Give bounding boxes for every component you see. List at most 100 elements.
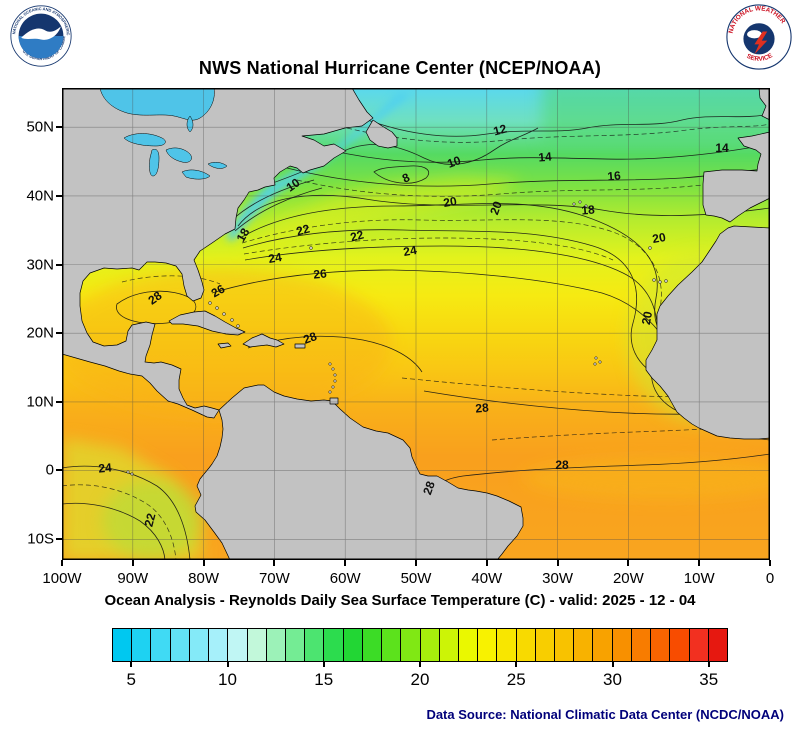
isotherm-10 — [219, 127, 539, 204]
colorbar-cell — [132, 629, 152, 661]
map-frame — [62, 88, 770, 560]
colorbar-cell — [420, 629, 440, 661]
isotherm-24-pacific — [62, 465, 191, 560]
colorbar-tick-label: 10 — [218, 670, 237, 689]
isotherm-14 — [311, 143, 770, 163]
colorbar-cell — [689, 629, 709, 661]
colorbar-cell — [555, 629, 575, 661]
cold-coastal-water — [227, 93, 412, 240]
lat-tick — [56, 400, 62, 403]
lat-tick-label: 40N — [26, 187, 54, 205]
lat-tick — [56, 469, 62, 472]
sst-map-canvas — [62, 88, 770, 560]
land-jamaica — [217, 342, 232, 349]
land-africa — [645, 225, 770, 440]
lake-superior — [123, 133, 166, 147]
colorbar-cell — [535, 629, 556, 661]
lat-tick — [56, 263, 62, 266]
lat-tick-label: 20N — [26, 324, 54, 342]
lake-ontario — [207, 162, 228, 169]
lat-tick — [56, 332, 62, 335]
lat-tick — [56, 126, 62, 129]
colorbar-cell — [708, 629, 727, 661]
northeast-green-band — [542, 88, 770, 144]
isotherm-22-pacific — [62, 502, 166, 560]
hudson-bay — [99, 88, 215, 121]
land-iberia-france — [702, 131, 770, 223]
colorbar-tick — [611, 662, 614, 667]
gulf-stream-front-line-2 — [234, 187, 323, 232]
lon-tick-label: 60W — [329, 570, 361, 587]
lon-tick — [415, 560, 417, 566]
isotherm-8 — [373, 165, 430, 184]
colorbar-tick — [515, 662, 518, 667]
colorbar-tick — [130, 662, 133, 667]
colorbar-cell — [343, 629, 363, 661]
colorbar-cell — [209, 629, 229, 661]
lon-tick — [202, 560, 205, 566]
colorbar-cell — [478, 629, 498, 661]
colorbar-tick-label: 15 — [314, 670, 334, 689]
colorbar-cell — [439, 629, 459, 661]
colorbar-cell — [305, 629, 325, 661]
lon-tick — [344, 560, 347, 566]
colorbar-tick-label: 20 — [410, 670, 430, 689]
nws-lightning-icon — [754, 31, 768, 55]
lon-tick — [131, 560, 134, 566]
colorbar-cell — [497, 629, 517, 661]
colorbar-cell — [612, 629, 632, 661]
lon-tick-label: 70W — [258, 570, 290, 587]
lon-tick-label: 90W — [117, 570, 149, 587]
isotherm-dashed-27 — [401, 377, 770, 397]
noaa-emblem-ocean — [18, 36, 64, 59]
colorbar-tick-label: 30 — [603, 670, 622, 689]
land-small-islands — [126, 200, 668, 476]
colorbar-tick — [322, 662, 325, 667]
colorbar-cell — [574, 629, 594, 661]
colorbar-cell — [631, 629, 652, 661]
colorbar-tick-label: 25 — [506, 670, 526, 689]
lon-tick — [698, 560, 701, 566]
isotherm-dashed-gulf — [121, 275, 221, 285]
colorbar-cell — [516, 629, 536, 661]
lon-tick — [273, 560, 276, 566]
colorbar-cell — [670, 629, 690, 661]
colorbar-cell — [151, 629, 171, 661]
lat-tick — [56, 538, 62, 541]
lakes — [99, 88, 228, 180]
lat-tick-label: 10S — [27, 530, 54, 548]
colorbar-cell — [247, 629, 267, 661]
colorbar-cell — [170, 629, 190, 661]
land-hispaniola — [242, 333, 285, 348]
colorbar-cell — [266, 629, 286, 661]
gulf-stream-front-line-1 — [231, 179, 315, 221]
colorbar-cell — [401, 629, 421, 661]
graticule — [62, 88, 770, 560]
isotherm-dashed-23 — [243, 237, 614, 261]
colorbar-tick — [707, 662, 710, 667]
lat-tick-label: 30N — [26, 256, 54, 273]
lon-tick-label: 80W — [188, 570, 220, 587]
nws-ring-text-bottom: SERVICE — [745, 52, 774, 63]
lon-tick-label: 20W — [612, 570, 644, 587]
peru-cold-tongue — [102, 480, 202, 560]
colorbar-cell — [362, 629, 383, 661]
lake-erie — [181, 169, 211, 180]
isotherm-dashed-13 — [346, 123, 770, 143]
colorbar-tick — [419, 662, 421, 667]
lon-tick-label: 0 — [765, 570, 775, 587]
lon-tick — [485, 560, 488, 566]
map-caption: Ocean Analysis - Reynolds Daily Sea Surf… — [104, 592, 696, 609]
colorbar — [112, 628, 728, 662]
colorbar-tick — [226, 662, 229, 667]
noaa-gull-icon — [21, 26, 61, 40]
land-puerto-rico — [294, 343, 306, 349]
lon-tick-label: 10W — [683, 570, 715, 587]
lat-tick-label: 10N — [26, 393, 54, 411]
page-title: NWS National Hurricane Center (NCEP/NOAA… — [198, 58, 602, 78]
colorbar-cell — [285, 629, 306, 661]
colorbar-tick-label: 5 — [126, 670, 136, 689]
colorbar-cell — [189, 629, 210, 661]
land-trinidad — [329, 397, 339, 405]
colorbar-tick-label: 35 — [699, 670, 719, 689]
